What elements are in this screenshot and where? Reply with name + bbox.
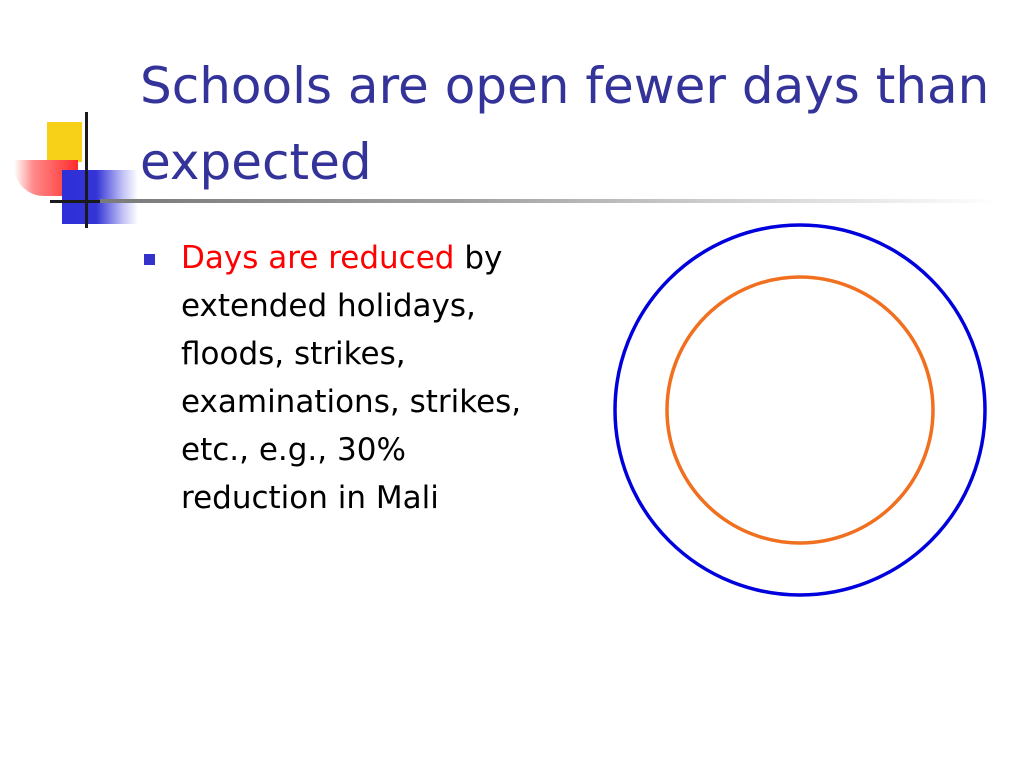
outer-circle: [613, 223, 987, 597]
bullet-text: Days are reduced by extended holidays, f…: [181, 234, 551, 522]
logo-yellow-square: [47, 122, 82, 162]
slide-body: Days are reduced by extended holidays, f…: [144, 234, 564, 522]
logo-blue-square: [62, 170, 138, 224]
slide-title: Schools are open fewer days than expecte…: [140, 57, 990, 191]
bullet-rest-text: by extended holidays, floods, strikes, e…: [181, 240, 522, 516]
logo-horizontal-line: [50, 200, 110, 203]
bullet-item: Days are reduced by extended holidays, f…: [144, 234, 564, 522]
logo-vertical-line: [85, 112, 88, 228]
title-underline: [100, 199, 1000, 203]
bullet-highlight-text: Days are reduced: [181, 240, 455, 276]
inner-circle: [665, 275, 935, 545]
concentric-circles-diagram: [613, 223, 987, 597]
bullet-marker-icon: [144, 254, 155, 265]
